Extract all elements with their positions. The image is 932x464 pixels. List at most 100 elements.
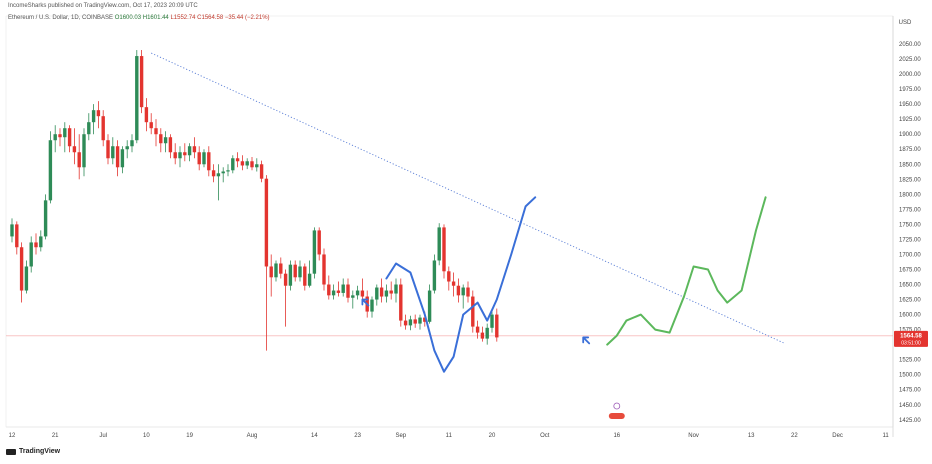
candle-body[interactable] [207, 152, 211, 171]
candle-body[interactable] [413, 319, 417, 324]
candle-body[interactable] [437, 227, 441, 261]
candle-body[interactable] [29, 242, 33, 267]
candle-body[interactable] [53, 134, 57, 141]
candle-body[interactable] [341, 284, 345, 293]
candle-body[interactable] [63, 128, 67, 138]
candle-body[interactable] [408, 319, 413, 326]
candle-body[interactable] [159, 134, 163, 144]
candle-body[interactable] [144, 107, 149, 123]
candle-body[interactable] [485, 327, 489, 339]
candle-body[interactable] [125, 146, 129, 150]
candle-body[interactable] [197, 152, 201, 165]
candle-body[interactable] [48, 140, 53, 201]
candle-body[interactable] [240, 161, 245, 166]
candle-body[interactable] [72, 146, 77, 153]
candle-body[interactable] [303, 266, 307, 286]
candle-body[interactable] [317, 230, 321, 255]
candle-body[interactable] [336, 290, 341, 293]
candle-body[interactable] [87, 122, 91, 135]
candle-body[interactable] [283, 273, 288, 286]
candle-body[interactable] [370, 299, 374, 312]
lightning-icon[interactable] [613, 402, 621, 410]
candle-body[interactable] [427, 290, 432, 322]
candle-body[interactable] [322, 254, 326, 285]
candle-body[interactable] [255, 164, 259, 168]
candle-body[interactable] [245, 161, 249, 166]
candle-body[interactable] [461, 287, 465, 296]
candle-body[interactable] [58, 134, 62, 138]
candle-body[interactable] [24, 266, 29, 291]
candle-body[interactable] [259, 164, 264, 179]
candle-body[interactable] [495, 314, 499, 338]
candle-body[interactable] [351, 295, 355, 298]
candle-body[interactable] [418, 317, 422, 324]
candle-body[interactable] [447, 271, 451, 282]
candle-body[interactable] [403, 320, 408, 326]
candle-body[interactable] [216, 173, 221, 177]
candle-body[interactable] [432, 260, 437, 291]
candle-body[interactable] [34, 242, 38, 248]
candle-body[interactable] [475, 326, 480, 333]
candle-body[interactable] [379, 287, 384, 297]
candle-body[interactable] [139, 56, 144, 108]
candle-body[interactable] [490, 314, 494, 328]
candle-body[interactable] [307, 273, 312, 286]
candle-body[interactable] [192, 146, 197, 153]
candle-body[interactable] [15, 224, 19, 248]
candle-body[interactable] [269, 266, 273, 278]
candle-body[interactable] [264, 178, 269, 267]
candle-body[interactable] [355, 290, 360, 296]
candle-body[interactable] [101, 116, 105, 141]
candle-body[interactable] [298, 266, 302, 278]
candle-body[interactable] [187, 146, 192, 156]
candle-body[interactable] [346, 284, 350, 298]
candle-body[interactable] [115, 146, 120, 168]
candle-body[interactable] [178, 152, 182, 159]
candle-body[interactable] [120, 149, 125, 168]
candle-body[interactable] [173, 152, 177, 159]
candle-body[interactable] [480, 332, 485, 339]
candle-body[interactable] [39, 236, 43, 248]
candle-body[interactable] [451, 281, 456, 286]
candle-body[interactable] [399, 284, 403, 321]
candle-body[interactable] [19, 247, 24, 291]
candle-body[interactable] [82, 134, 86, 168]
candle-body[interactable] [154, 128, 158, 135]
candle-body[interactable] [375, 287, 379, 300]
candle-body[interactable] [293, 264, 297, 278]
candle-body[interactable] [312, 230, 317, 274]
candle-body[interactable] [10, 224, 14, 237]
candle-body[interactable] [211, 170, 216, 177]
candle-body[interactable] [389, 290, 393, 294]
candle-body[interactable] [221, 171, 225, 174]
candle-body[interactable] [135, 56, 139, 141]
projection-curve-green[interactable] [606, 196, 767, 346]
candle-body[interactable] [231, 158, 235, 171]
candle-body[interactable] [423, 317, 427, 322]
candle-body[interactable] [130, 140, 134, 147]
candle-body[interactable] [67, 128, 72, 147]
candle-body[interactable] [183, 152, 187, 156]
candle-body[interactable] [327, 284, 331, 296]
candle-body[interactable] [279, 263, 283, 274]
candle-body[interactable] [106, 140, 110, 159]
candle-body[interactable] [466, 287, 470, 297]
candle-body[interactable] [77, 152, 81, 168]
candle-body[interactable] [163, 137, 168, 144]
candle-body[interactable] [91, 110, 96, 123]
candle-body[interactable] [235, 158, 240, 162]
candle-body[interactable] [471, 296, 475, 327]
candle-body[interactable] [288, 264, 293, 286]
candle-body[interactable] [456, 285, 461, 296]
projection-curve-blue[interactable] [385, 196, 537, 373]
resistance-trendline[interactable] [151, 52, 785, 344]
candle-body[interactable] [226, 170, 230, 172]
candle-body[interactable] [149, 122, 153, 129]
events-badge-icon[interactable] [608, 413, 625, 419]
candle-body[interactable] [360, 290, 365, 297]
candle-body[interactable] [111, 146, 115, 159]
candle-body[interactable] [384, 290, 389, 297]
candle-body[interactable] [274, 263, 278, 278]
candle-body[interactable] [43, 200, 48, 237]
